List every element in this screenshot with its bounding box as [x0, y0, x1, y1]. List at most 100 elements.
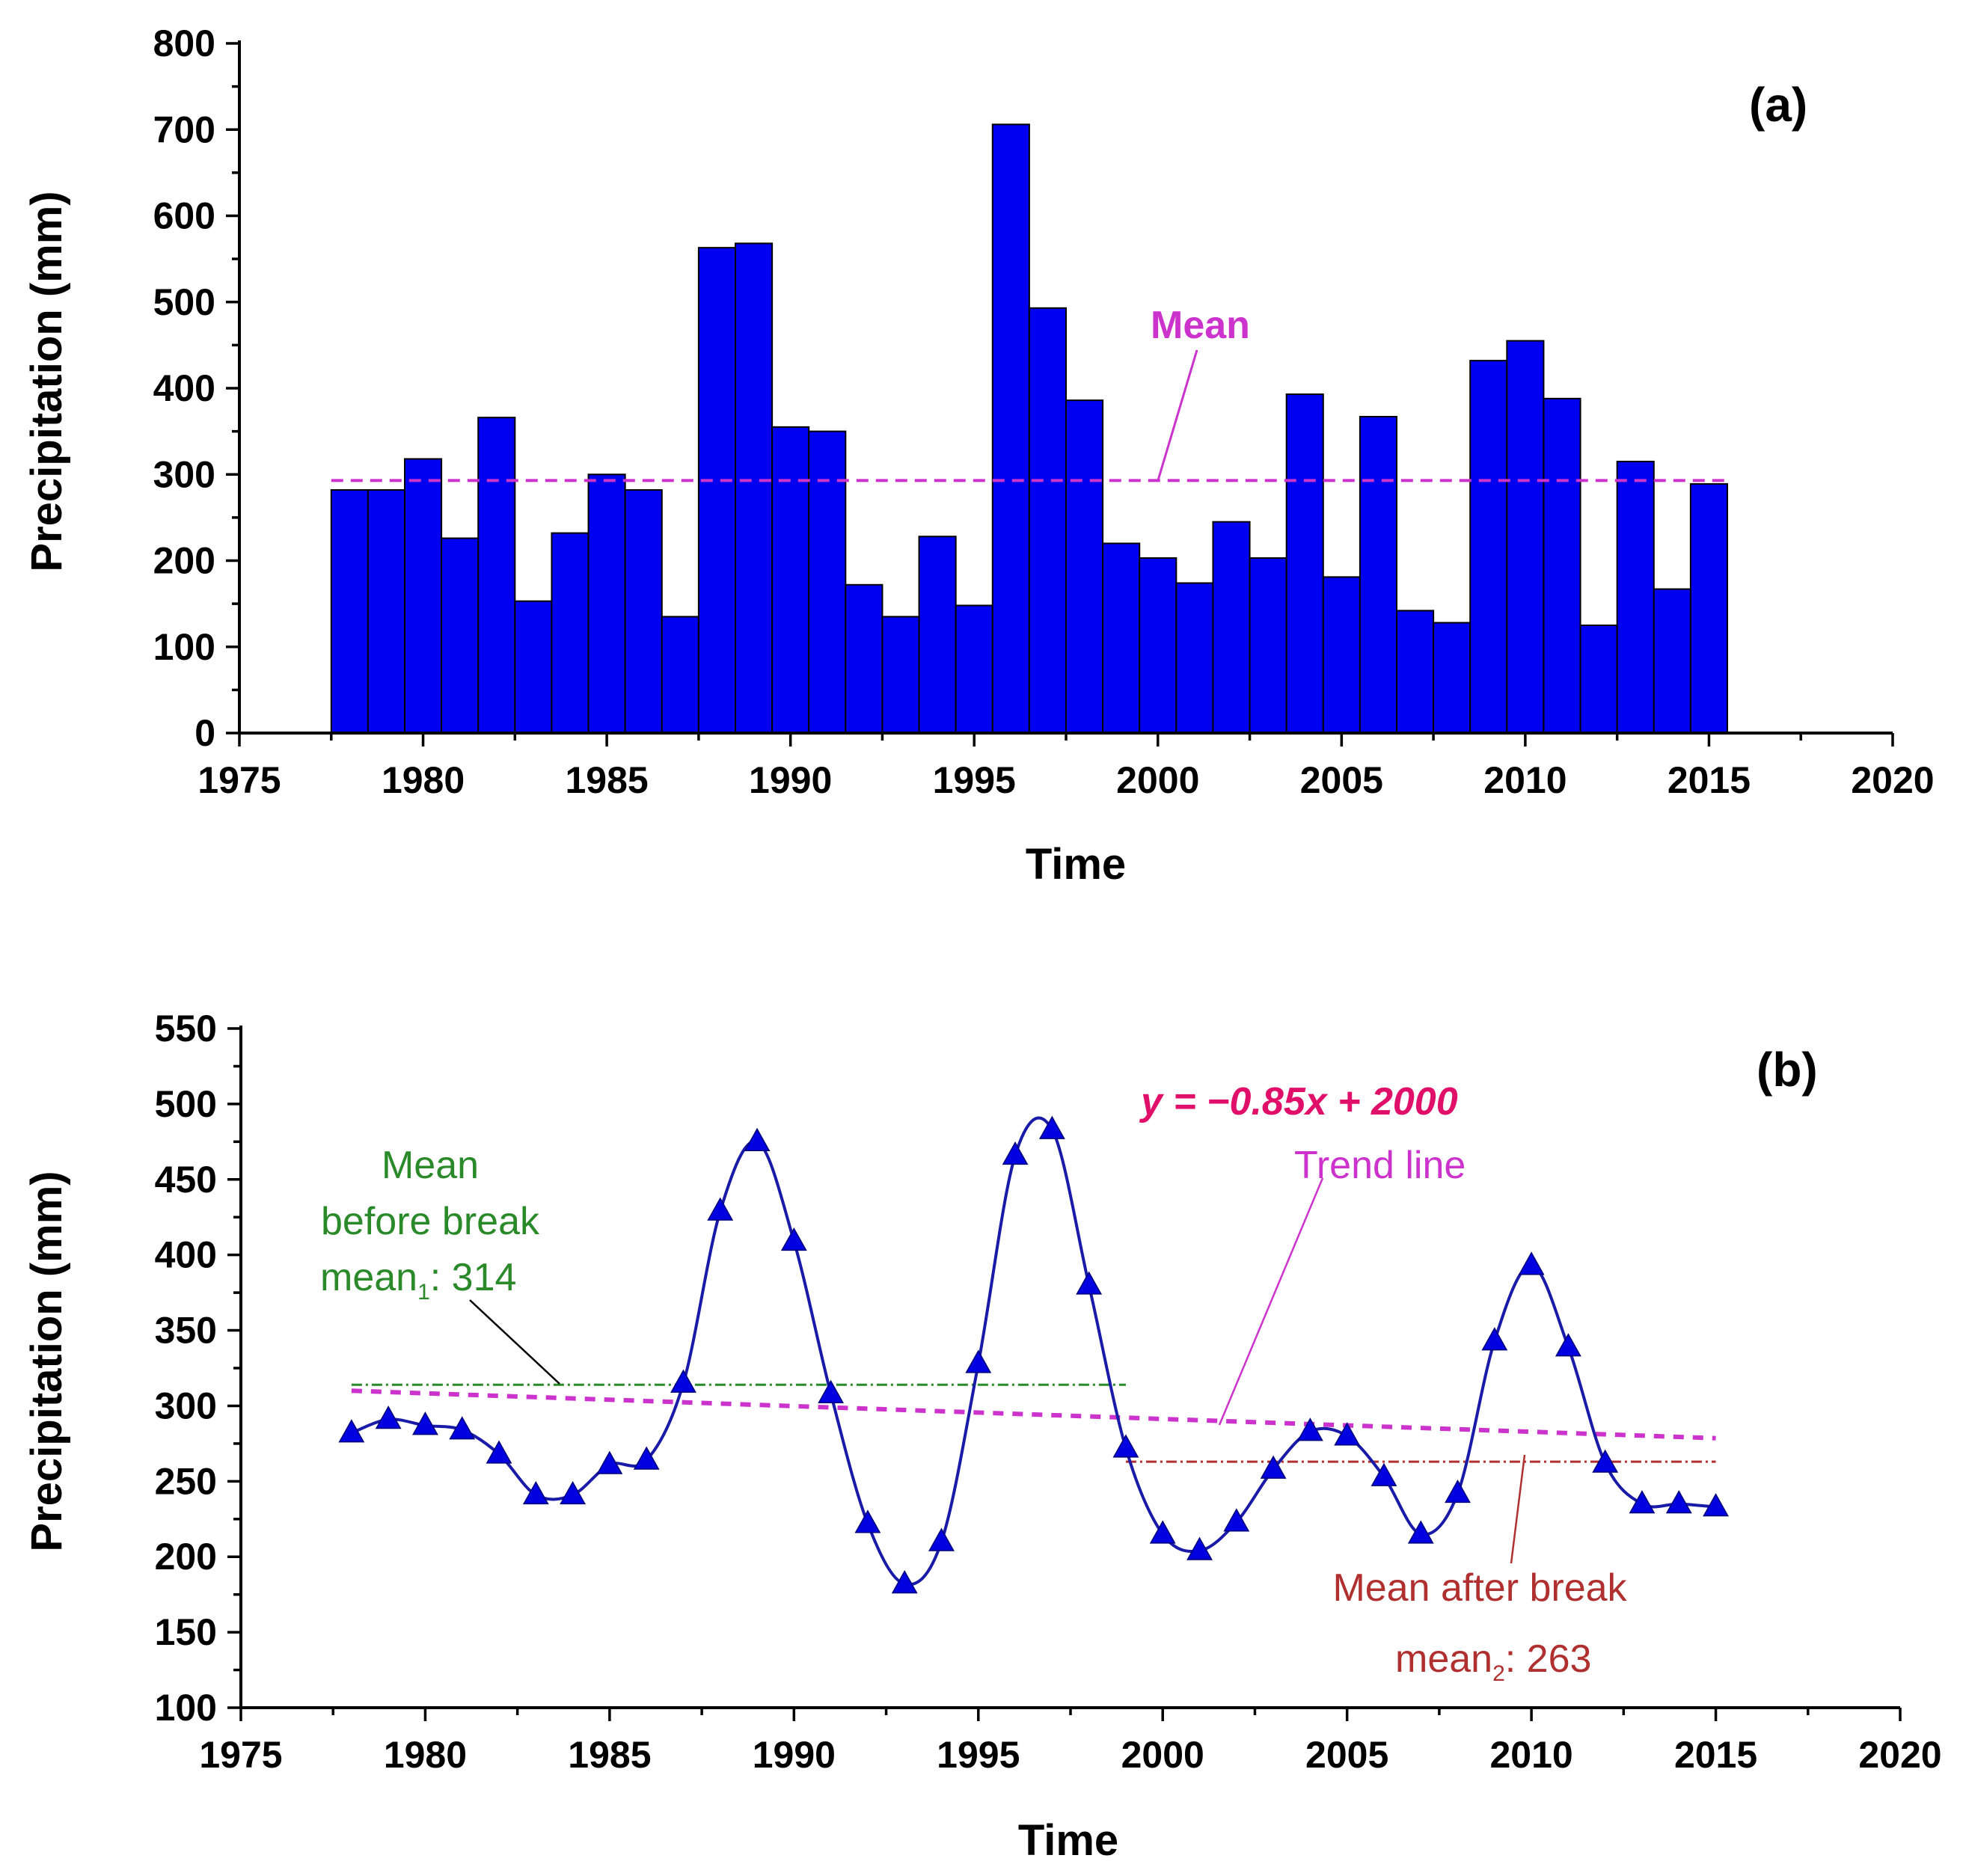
bar-series — [330, 123, 1729, 735]
bar — [551, 532, 589, 734]
b-x-tick-label: 1975 — [199, 1734, 282, 1776]
a-y-tick-label: 700 — [153, 108, 215, 150]
b-y-tick-label: 250 — [155, 1460, 217, 1502]
mean-after-label-2: mean2: 263 — [1395, 1637, 1591, 1686]
mean-label-leader — [1157, 349, 1198, 481]
a-y-tick-label: 0 — [195, 712, 215, 754]
bar — [367, 488, 405, 734]
triangle-marker — [1149, 1520, 1176, 1544]
bar — [1028, 307, 1068, 734]
bar — [697, 247, 737, 734]
b-y-tick-label: 100 — [155, 1687, 217, 1729]
bar — [514, 600, 553, 734]
triangle-marker — [1076, 1271, 1103, 1295]
bar — [1579, 624, 1618, 734]
triangle-marker — [928, 1527, 955, 1551]
bar — [955, 604, 993, 734]
a-x-tick-label: 1975 — [197, 759, 281, 801]
bar — [771, 426, 810, 734]
mean-label: Mean — [1151, 304, 1250, 347]
bar — [404, 458, 443, 734]
b-x-tick-label: 2015 — [1674, 1734, 1757, 1776]
triangle-marker — [965, 1349, 992, 1373]
triangle-marker — [338, 1419, 365, 1443]
triangle-marker — [1592, 1449, 1619, 1473]
after-break-leader — [1510, 1454, 1526, 1564]
b-y-tick-label: 150 — [155, 1611, 217, 1653]
mean2-subscript: 2 — [1492, 1661, 1505, 1686]
before-break-leader — [469, 1299, 560, 1385]
a-x-tick-label: 2000 — [1116, 759, 1199, 801]
triangle-marker — [1629, 1490, 1656, 1514]
triangle-marker — [1334, 1422, 1361, 1446]
b-x-tick-label: 1980 — [384, 1734, 467, 1776]
triangle-marker — [854, 1509, 881, 1533]
triangle-marker — [486, 1440, 512, 1464]
triangle-marker — [1223, 1508, 1250, 1532]
a-x-tick-label: 2005 — [1300, 759, 1383, 801]
triangle-marker — [522, 1480, 549, 1505]
triangle-marker — [1038, 1115, 1065, 1139]
mean2-prefix: mean — [1395, 1637, 1492, 1681]
bar — [991, 123, 1030, 734]
trend-equation: y = −0.85x + 2000 — [1139, 1080, 1458, 1124]
bar — [881, 616, 920, 734]
bar — [661, 616, 699, 734]
b-y-tick-label: 450 — [155, 1159, 217, 1201]
mean1-prefix: mean — [320, 1256, 417, 1299]
series-markers — [338, 1115, 1729, 1594]
bar — [441, 537, 480, 734]
triangle-marker — [1186, 1536, 1213, 1560]
triangle-marker — [375, 1406, 402, 1429]
triangle-marker — [1260, 1455, 1287, 1479]
a-y-tick-label: 500 — [153, 281, 215, 323]
a-x-tick-label: 1990 — [749, 759, 832, 801]
triangle-marker — [707, 1197, 734, 1221]
triangle-marker — [1112, 1434, 1139, 1458]
mean-after-label-1: Mean after break — [1332, 1566, 1627, 1610]
b-x-tick-label: 2020 — [1858, 1734, 1941, 1776]
panel-label-b: (b) — [1757, 1043, 1818, 1097]
b-y-tick-label: 550 — [155, 1008, 217, 1049]
bar — [1653, 588, 1691, 734]
trend-label-leader — [1218, 1177, 1324, 1426]
precipitation-series-line — [351, 1116, 1716, 1587]
axes-b: 1975 1980 1985 1990 1995 2000 2005 2010 2015 2020… — [155, 1008, 1942, 1776]
triangle-marker — [560, 1480, 587, 1505]
b-y-tick-label: 400 — [155, 1234, 217, 1276]
bar — [1249, 557, 1287, 734]
b-y-tick-label: 350 — [155, 1310, 217, 1352]
b-x-tick-label: 2010 — [1489, 1734, 1572, 1776]
a-y-tick-label: 800 — [153, 22, 215, 64]
triangle-marker — [633, 1446, 660, 1470]
triangle-marker — [780, 1227, 807, 1251]
mean-before-label-3: mean1: 314 — [320, 1256, 516, 1305]
axes-a: 1975 1980 1985 1990 1995 2000 2005 2010 2015 2020… — [153, 22, 1935, 801]
b-x-tick-label: 1985 — [568, 1734, 651, 1776]
triangle-marker — [449, 1416, 476, 1440]
a-y-tick-label: 300 — [153, 453, 215, 495]
bar — [1212, 521, 1251, 734]
triangle-marker — [596, 1450, 623, 1474]
triangle-marker — [744, 1127, 771, 1151]
triangle-marker — [1555, 1333, 1581, 1357]
bar — [330, 488, 369, 734]
a-y-tick-label: 200 — [153, 540, 215, 582]
bar — [1102, 542, 1141, 735]
bar — [1175, 582, 1214, 735]
triangle-marker — [670, 1369, 696, 1393]
bar — [735, 242, 774, 734]
triangle-marker — [412, 1411, 438, 1435]
bar — [1689, 482, 1729, 734]
triangle-marker — [1703, 1493, 1729, 1517]
bar — [477, 417, 516, 734]
mean2-value: : 263 — [1505, 1637, 1592, 1681]
trend-line — [351, 1388, 1716, 1441]
bar — [1285, 393, 1324, 734]
bar — [808, 430, 847, 734]
bar — [1359, 416, 1398, 734]
triangle-marker — [891, 1570, 918, 1594]
a-x-tick-label: 1995 — [933, 759, 1016, 801]
bar — [1396, 610, 1435, 734]
a-y-tick-label: 600 — [153, 195, 215, 237]
